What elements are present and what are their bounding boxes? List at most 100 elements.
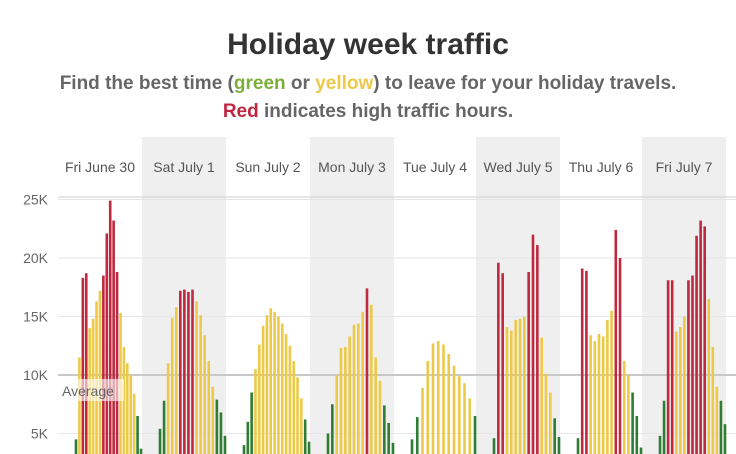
day-label: Thu July 6 [569,159,634,175]
traffic-bar [531,234,535,454]
traffic-bar [361,311,364,454]
traffic-bar [557,437,561,454]
traffic-bar [715,386,719,454]
traffic-bar [84,273,88,454]
traffic-bar [250,392,253,454]
traffic-bar [199,315,202,454]
traffic-bar [421,387,424,454]
traffic-bar [179,290,182,454]
traffic-bar [536,245,539,454]
traffic-bar [683,316,686,454]
traffic-bar [280,323,284,454]
traffic-bar [187,291,190,454]
day-label: Sat July 1 [153,159,215,175]
traffic-bar [307,441,311,454]
day-label: Fri June 30 [65,159,135,175]
traffic-bar [711,346,715,454]
traffic-bar [261,325,265,454]
traffic-bar [723,424,727,454]
average-label: Average [62,383,114,399]
traffic-bar [365,288,369,454]
traffic-bar [335,375,338,454]
traffic-bar [601,336,605,454]
traffic-bar [492,438,496,454]
traffic-bar [129,375,133,454]
traffic-bar [501,273,504,454]
chart-subtitle-line-2: Red indicates high traffic hours. [0,101,736,123]
traffic-bar [576,438,580,454]
traffic-bar [442,344,445,454]
subtitle-text-2: or [285,73,316,94]
day-band-shade [310,137,394,454]
subtitle-red-word: Red [222,101,259,122]
traffic-bar [544,373,548,454]
traffic-bar [639,447,643,454]
traffic-bar [112,220,115,454]
chart-title: Holiday week traffic [227,28,509,61]
traffic-bar [326,433,330,454]
y-tick-label: 10K [23,367,49,383]
traffic-bar [497,262,500,454]
traffic-bar [540,337,543,454]
traffic-bar [158,428,162,454]
traffic-bar [431,343,435,454]
traffic-bar [74,439,78,454]
traffic-bar [662,400,666,454]
traffic-bar [585,270,588,454]
traffic-bar [549,392,552,454]
traffic-bar [510,330,513,454]
traffic-bar [115,272,119,454]
traffic-bar [436,341,440,454]
traffic-bar [78,357,81,454]
day-label: Sun July 2 [235,159,301,175]
traffic-bar [631,392,634,454]
traffic-bar [523,316,526,454]
traffic-bar [183,289,186,454]
traffic-bar [348,336,351,454]
traffic-bar [257,344,261,454]
traffic-bar [679,327,682,454]
traffic-bar [699,220,702,454]
traffic-bar [352,324,356,454]
traffic-bar [387,422,390,454]
traffic-bar [102,275,105,454]
traffic-bar [273,311,276,454]
traffic-bar [614,229,618,454]
subtitle-green-word: green [233,73,286,94]
traffic-bar [215,399,219,454]
traffic-bar [136,415,139,454]
average-label-bg [58,379,124,401]
day-label: Wed July 5 [484,159,553,175]
day-label: Tue July 4 [403,159,467,175]
traffic-bar [580,268,584,454]
traffic-bar [98,290,102,454]
traffic-bar [223,435,227,454]
chart-subtitle-line-1: Find the best time (green or yellow) to … [0,73,736,95]
traffic-bar [108,200,112,454]
traffic-bar [105,233,109,454]
traffic-bar [415,417,419,454]
y-tick-label: 15K [23,309,49,325]
traffic-bar [303,419,307,454]
traffic-bar [610,310,613,454]
traffic-bar [284,334,288,454]
traffic-bar [211,386,215,454]
day-band-shade [476,137,560,454]
traffic-bar [378,380,382,454]
traffic-bar [292,360,296,454]
traffic-bar [195,301,198,454]
traffic-bar [695,235,698,454]
day-label: Mon July 3 [318,159,386,175]
traffic-bar [703,226,706,454]
y-tick-label: 20K [23,250,49,266]
traffic-bar [81,277,85,454]
subtitle-text-4: indicates high traffic hours. [258,101,514,122]
traffic-bar [457,376,461,454]
subtitle-text-3: ) to leave for your holiday travels. [373,73,677,94]
traffic-bar [339,348,343,454]
traffic-bar [627,375,630,454]
traffic-bar [658,435,662,454]
traffic-bar [622,360,626,454]
traffic-bar [707,298,711,454]
